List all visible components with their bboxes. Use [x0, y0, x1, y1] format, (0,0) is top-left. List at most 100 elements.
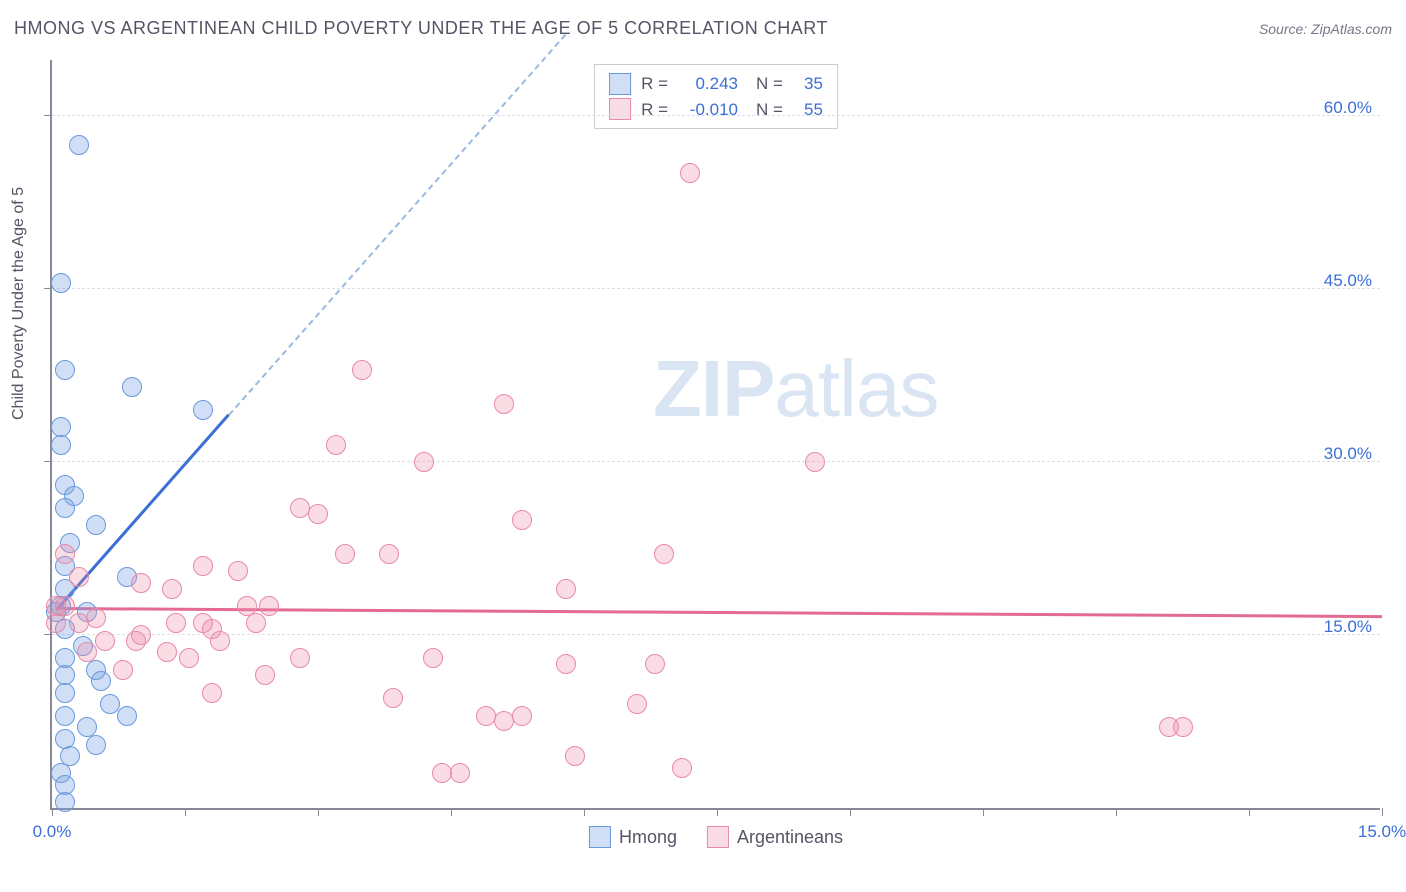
data-point	[51, 435, 71, 455]
x-tick	[1382, 808, 1383, 816]
data-point	[1173, 717, 1193, 737]
data-point	[627, 694, 647, 714]
data-point	[565, 746, 585, 766]
data-point	[86, 515, 106, 535]
data-point	[654, 544, 674, 564]
x-tick	[850, 808, 851, 816]
data-point	[414, 452, 434, 472]
data-point	[672, 758, 692, 778]
data-point	[166, 613, 186, 633]
x-tick	[1116, 808, 1117, 816]
chart-source: Source: ZipAtlas.com	[1259, 21, 1392, 37]
watermark: ZIPatlas	[653, 343, 938, 435]
data-point	[259, 596, 279, 616]
data-point	[556, 654, 576, 674]
data-point	[556, 579, 576, 599]
y-tick-label: 45.0%	[1324, 271, 1372, 291]
x-tick	[52, 808, 53, 816]
data-point	[86, 608, 106, 628]
data-point	[55, 706, 75, 726]
data-point	[423, 648, 443, 668]
legend-item: Hmong	[589, 826, 677, 848]
data-point	[335, 544, 355, 564]
data-point	[113, 660, 133, 680]
legend-swatch	[707, 826, 729, 848]
data-point	[69, 567, 89, 587]
x-tick	[451, 808, 452, 816]
data-point	[202, 683, 222, 703]
scatter-plot: ZIPatlas R =0.243N =35R =-0.010N =55 Hmo…	[50, 60, 1380, 810]
data-point	[162, 579, 182, 599]
y-tick-label: 60.0%	[1324, 98, 1372, 118]
data-point	[494, 394, 514, 414]
legend-swatch	[609, 73, 631, 95]
data-point	[228, 561, 248, 581]
x-tick-label: 0.0%	[33, 822, 72, 842]
data-point	[55, 498, 75, 518]
data-point	[55, 792, 75, 812]
x-tick	[717, 808, 718, 816]
data-point	[383, 688, 403, 708]
legend-row: R =-0.010N =55	[609, 97, 823, 123]
chart-title: HMONG VS ARGENTINEAN CHILD POVERTY UNDER…	[14, 18, 828, 39]
x-tick	[185, 808, 186, 816]
y-tick	[44, 634, 52, 635]
y-tick	[44, 288, 52, 289]
data-point	[95, 631, 115, 651]
gridline	[52, 288, 1380, 289]
trend-line	[229, 33, 567, 415]
legend-row: R =0.243N =35	[609, 71, 823, 97]
data-point	[645, 654, 665, 674]
data-point	[157, 642, 177, 662]
gridline	[52, 634, 1380, 635]
data-point	[805, 452, 825, 472]
y-axis-label: Child Poverty Under the Age of 5	[10, 187, 28, 420]
data-point	[255, 665, 275, 685]
x-tick	[584, 808, 585, 816]
y-tick	[44, 461, 52, 462]
data-point	[680, 163, 700, 183]
data-point	[352, 360, 372, 380]
gridline	[52, 461, 1380, 462]
data-point	[55, 360, 75, 380]
data-point	[379, 544, 399, 564]
gridline	[52, 115, 1380, 116]
data-point	[179, 648, 199, 668]
x-tick-label: 15.0%	[1358, 822, 1406, 842]
data-point	[86, 735, 106, 755]
data-point	[512, 706, 532, 726]
legend-item: Argentineans	[707, 826, 843, 848]
data-point	[308, 504, 328, 524]
data-point	[69, 135, 89, 155]
data-point	[100, 694, 120, 714]
data-point	[55, 544, 75, 564]
data-point	[246, 613, 266, 633]
x-tick	[318, 808, 319, 816]
data-point	[193, 400, 213, 420]
correlation-legend: R =0.243N =35R =-0.010N =55	[594, 64, 838, 129]
legend-swatch	[609, 98, 631, 120]
series-legend: Hmong Argentineans	[589, 826, 843, 848]
y-tick-label: 15.0%	[1324, 617, 1372, 637]
legend-swatch	[589, 826, 611, 848]
y-tick-label: 30.0%	[1324, 444, 1372, 464]
x-tick	[1249, 808, 1250, 816]
data-point	[450, 763, 470, 783]
data-point	[193, 556, 213, 576]
data-point	[126, 631, 146, 651]
data-point	[69, 613, 89, 633]
data-point	[210, 631, 230, 651]
data-point	[326, 435, 346, 455]
data-point	[117, 706, 137, 726]
data-point	[55, 683, 75, 703]
data-point	[290, 648, 310, 668]
data-point	[91, 671, 111, 691]
x-tick	[983, 808, 984, 816]
data-point	[122, 377, 142, 397]
data-point	[51, 273, 71, 293]
data-point	[512, 510, 532, 530]
data-point	[46, 613, 66, 633]
data-point	[77, 642, 97, 662]
data-point	[131, 573, 151, 593]
y-tick	[44, 115, 52, 116]
